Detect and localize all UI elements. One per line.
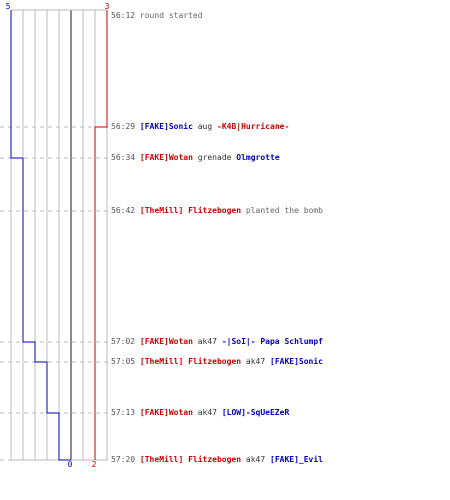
event-killer: [TheMill] Flitzebogen [139, 357, 242, 366]
red-team-alive-line [94, 10, 108, 460]
event-time: 57:02 [111, 337, 136, 346]
event-row: 57:20 [TheMill] Flitzebogen ak47 [FAKE]_… [111, 455, 323, 465]
event-weapon: grenade [197, 153, 232, 162]
event-victim: [FAKE]Sonic [270, 357, 323, 366]
red-end-count: 2 [92, 460, 97, 469]
event-info-text: round started [139, 11, 203, 20]
event-action-text: planted the bomb [245, 206, 323, 215]
event-weapon: ak47 [197, 337, 217, 346]
event-row: 56:34 [FAKE]Wotan grenade Olmgrotte [111, 153, 280, 163]
event-victim: [FAKE]_Evil [270, 455, 323, 464]
event-row: 56:29 [FAKE]Sonic aug -K4B|Hurricane- [111, 122, 289, 132]
event-player: [TheMill] Flitzebogen [139, 206, 242, 215]
event-weapon: aug [197, 122, 213, 131]
event-killer: [FAKE]Sonic [139, 122, 193, 131]
event-killer: [FAKE]Wotan [139, 408, 193, 417]
event-weapon: ak47 [245, 455, 266, 464]
event-time: 57:20 [111, 455, 136, 464]
blue-team-alive-line [10, 10, 71, 461]
event-killer: [FAKE]Wotan [139, 153, 193, 162]
event-guide-lines [0, 126, 108, 461]
event-victim: -K4B|Hurricane- [217, 122, 290, 131]
event-victim: Olmgrotte [236, 153, 280, 162]
event-row: 56:42 [TheMill] Flitzebogen planted the … [111, 206, 323, 216]
red-start-count: 3 [105, 2, 110, 11]
event-killer: [TheMill] Flitzebogen [139, 455, 242, 464]
event-victim: [LOW]-SqUeEZeR [221, 408, 290, 417]
event-row: 56:12 round started [111, 11, 203, 21]
player-count-grid [10, 9, 108, 461]
event-time: 56:34 [111, 153, 136, 162]
event-time: 56:12 [111, 11, 136, 20]
blue-end-count: 0 [68, 460, 73, 469]
blue-start-count: 5 [6, 2, 11, 11]
event-time: 56:42 [111, 206, 136, 215]
event-row: 57:02 [FAKE]Wotan ak47 -|SoI|- Papa Schl… [111, 337, 323, 347]
event-time: 57:13 [111, 408, 136, 417]
event-time: 56:29 [111, 122, 136, 131]
event-victim: -|SoI|- Papa Schlumpf [221, 337, 323, 346]
event-row: 57:13 [FAKE]Wotan ak47 [LOW]-SqUeEZeR [111, 408, 289, 418]
event-row: 57:05 [TheMill] Flitzebogen ak47 [FAKE]S… [111, 357, 323, 367]
event-weapon: ak47 [245, 357, 266, 366]
event-weapon: ak47 [197, 408, 217, 417]
event-killer: [FAKE]Wotan [139, 337, 193, 346]
event-time: 57:05 [111, 357, 136, 366]
